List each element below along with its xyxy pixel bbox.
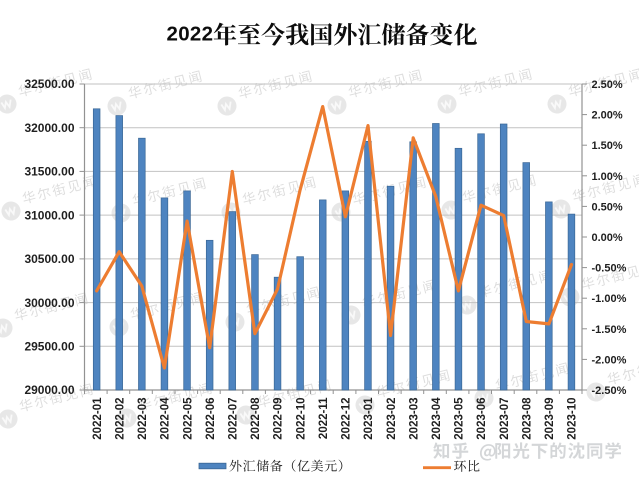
svg-text:2023-04: 2023-04 <box>431 397 443 440</box>
svg-text:1.00%: 1.00% <box>592 171 623 183</box>
svg-text:2023-05: 2023-05 <box>454 397 466 440</box>
svg-text:2022-02: 2022-02 <box>114 398 126 440</box>
svg-text:31500.00: 31500.00 <box>24 165 74 179</box>
svg-text:1.50%: 1.50% <box>592 140 623 152</box>
svg-text:0.50%: 0.50% <box>592 201 623 213</box>
svg-text:2023-09: 2023-09 <box>544 398 556 440</box>
svg-text:2023-06: 2023-06 <box>476 398 488 440</box>
svg-text:2022-05: 2022-05 <box>182 397 194 440</box>
svg-text:-2.50%: -2.50% <box>592 385 627 397</box>
svg-text:2022-03: 2022-03 <box>137 398 149 440</box>
svg-text:2022-07: 2022-07 <box>228 398 240 440</box>
svg-text:30000.00: 30000.00 <box>24 296 74 310</box>
svg-text:2023-01: 2023-01 <box>363 397 375 440</box>
svg-text:2022-04: 2022-04 <box>160 397 172 440</box>
svg-text:0.00%: 0.00% <box>592 232 623 244</box>
svg-text:-0.50%: -0.50% <box>592 263 627 275</box>
svg-text:2022-12: 2022-12 <box>341 398 353 440</box>
svg-text:2022-09: 2022-09 <box>273 398 285 440</box>
svg-text:2023-07: 2023-07 <box>499 398 511 440</box>
svg-text:30500.00: 30500.00 <box>24 252 74 266</box>
svg-text:2022-10: 2022-10 <box>295 398 307 440</box>
svg-text:32000.00: 32000.00 <box>24 121 74 135</box>
svg-text:2022-08: 2022-08 <box>250 397 262 440</box>
svg-text:29000.00: 29000.00 <box>24 383 74 397</box>
svg-text:31000.00: 31000.00 <box>24 208 74 222</box>
svg-text:2023-10: 2023-10 <box>567 398 579 440</box>
svg-text:2.50%: 2.50% <box>592 79 623 91</box>
svg-text:2022-11: 2022-11 <box>318 397 330 439</box>
svg-text:-1.50%: -1.50% <box>592 324 627 336</box>
svg-text:2023-08: 2023-08 <box>522 397 534 440</box>
svg-text:29500.00: 29500.00 <box>24 340 74 354</box>
svg-text:-1.00%: -1.00% <box>592 293 627 305</box>
svg-text:32500.00: 32500.00 <box>24 77 74 91</box>
svg-text:2022-01: 2022-01 <box>92 397 104 440</box>
svg-text:2022-06: 2022-06 <box>205 398 217 440</box>
svg-text:2.00%: 2.00% <box>592 110 623 122</box>
svg-text:2022: 2022 <box>167 23 214 46</box>
svg-text:-2.00%: -2.00% <box>592 354 627 366</box>
svg-text:2023-03: 2023-03 <box>408 398 420 440</box>
svg-text:2023-02: 2023-02 <box>386 398 398 440</box>
